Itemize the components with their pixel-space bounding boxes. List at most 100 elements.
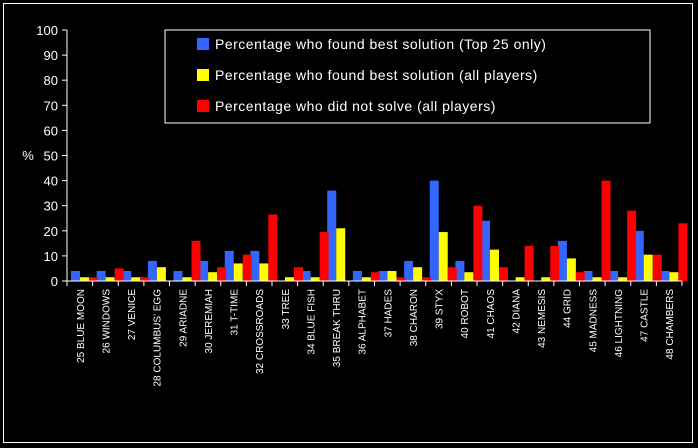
bar-s1-c13: [413, 267, 423, 281]
bar-s0-c10: [327, 190, 337, 281]
bar-s1-c10: [336, 228, 346, 281]
x-category-label-5: 30 JEREMIAH: [204, 289, 215, 353]
x-category-label-1: 26 WINDOWS: [101, 289, 112, 354]
bar-s2-c15: [473, 205, 483, 281]
y-tick-label-60: 60: [44, 123, 58, 138]
plot-area: [71, 180, 688, 282]
bar-s0-c22: [634, 230, 644, 281]
y-tick-label-90: 90: [44, 48, 58, 63]
legend-swatch-2: [197, 100, 209, 112]
bar-s2-c17: [524, 245, 534, 281]
legend-swatch-0: [197, 38, 209, 50]
bar-s2-c13: [422, 277, 432, 281]
bar-s2-c7: [268, 214, 278, 281]
bar-s2-c14: [447, 267, 457, 281]
bar-s1-c19: [566, 258, 576, 281]
bar-s2-c0: [89, 277, 98, 281]
bar-s1-c7: [259, 263, 269, 281]
chart-frame: [3, 3, 693, 443]
bar-s0-c12: [378, 270, 388, 281]
bar-s2-c19: [575, 272, 585, 281]
bar-s1-c1: [105, 277, 115, 281]
y-axis: 0 10 20 30 40 50 60 70 80 90 100: [36, 23, 68, 289]
y-tick-label-50: 50: [44, 149, 58, 164]
x-category-label-3: 28 COLUMBUS' EGG: [153, 289, 164, 387]
x-category-label-16: 41 CHAOS: [486, 289, 497, 339]
bar-s1-c18: [541, 277, 551, 281]
x-category-label-4: 29 ARIADNE: [178, 289, 189, 347]
bar-s1-c9: [310, 277, 320, 281]
x-category-label-0: 25 BLUE MOON: [76, 289, 87, 363]
x-category-label-20: 45 MADNESS: [588, 289, 599, 353]
bar-s0-c6: [224, 250, 234, 281]
bar-s2-c1: [114, 268, 124, 281]
bar-s1-c23: [669, 272, 679, 281]
bar-s2-c18: [550, 245, 560, 281]
bar-s0-c5: [199, 260, 209, 281]
legend-box: [164, 29, 651, 124]
bar-s2-c21: [627, 210, 637, 281]
y-tick-label-30: 30: [44, 199, 58, 214]
bar-s1-c2: [131, 277, 141, 281]
bar-s1-c11: [361, 277, 371, 281]
bar-s1-c4: [182, 277, 192, 281]
y-tick-label-10: 10: [44, 249, 58, 264]
bar-s2-c9: [319, 232, 329, 281]
bar-s1-c17: [515, 277, 525, 281]
bar-s0-c15: [455, 260, 465, 281]
x-category-label-19: 44 GRID: [563, 289, 574, 328]
y-tick-label-80: 80: [44, 73, 58, 88]
bar-s0-c21: [609, 270, 619, 281]
x-category-label-21: 46 LIGHTNING: [614, 289, 625, 358]
bar-s1-c15: [464, 272, 474, 281]
x-category-label-9: 34 BLUE FISH: [306, 289, 317, 355]
bar-s2-c6: [242, 254, 252, 281]
bar-s2-c11: [370, 272, 380, 281]
x-category-label-7: 32 CROSSROADS: [255, 289, 266, 374]
x-category-label-10: 35 BREAK THRU: [332, 289, 343, 367]
legend: Percentage who found best solution (Top …: [164, 29, 651, 124]
bar-s1-c16: [490, 249, 499, 282]
x-category-label-11: 36 ALPHABET: [358, 289, 369, 355]
bar-s0-c1: [96, 270, 106, 281]
bar-s1-c3: [156, 267, 166, 281]
x-category-label-23: 48 CHAMBERS: [665, 289, 676, 360]
bar-s0-c0: [71, 270, 80, 281]
bar-s2-c5: [217, 267, 227, 281]
x-axis: 25 BLUE MOON 26 WINDOWS 27 VENICE 28 COLUMB…: [66, 280, 683, 387]
bar-s2-c12: [396, 277, 406, 281]
x-category-label-6: 31 T-TIME: [230, 289, 241, 336]
x-category-label-17: 42 DIANA: [511, 289, 522, 334]
bar-s0-c2: [122, 270, 132, 281]
bar-s1-c8: [285, 277, 294, 281]
x-category-label-2: 27 VENICE: [127, 289, 138, 340]
bar-s0-c7: [250, 250, 260, 281]
bar-s0-c3: [147, 260, 157, 281]
bar-s1-c22: [643, 254, 653, 281]
bar-s1-c12: [387, 270, 397, 281]
bar-s2-c16: [499, 267, 508, 281]
legend-label-0: Percentage who found best solution (Top …: [215, 36, 546, 52]
y-tick-label-20: 20: [44, 224, 58, 239]
bar-s2-c8: [294, 267, 303, 281]
y-tick-label-40: 40: [44, 174, 58, 189]
x-category-label-18: 43 NEMESIS: [537, 289, 548, 348]
bar-s2-c22: [652, 254, 662, 281]
bar-s0-c14: [429, 180, 439, 281]
bar-s2-c20: [601, 180, 611, 281]
y-tick-label-100: 100: [36, 23, 58, 38]
y-axis-title: %: [22, 148, 34, 163]
bar-s2-c4: [191, 240, 201, 281]
legend-label-1: Percentage who found best solution (all …: [215, 67, 538, 83]
bar-s0-c23: [660, 270, 670, 281]
legend-swatch-1: [197, 69, 209, 81]
bar-s1-c20: [592, 277, 602, 281]
bar-s0-c13: [404, 260, 414, 281]
x-category-label-15: 40 ROBOT: [460, 289, 471, 338]
bar-s0-c9: [301, 270, 311, 281]
y-tick-label-70: 70: [44, 98, 58, 113]
bar-s0-c4: [173, 270, 183, 281]
bar-s1-c14: [438, 232, 448, 281]
bar-s2-c2: [140, 277, 150, 281]
